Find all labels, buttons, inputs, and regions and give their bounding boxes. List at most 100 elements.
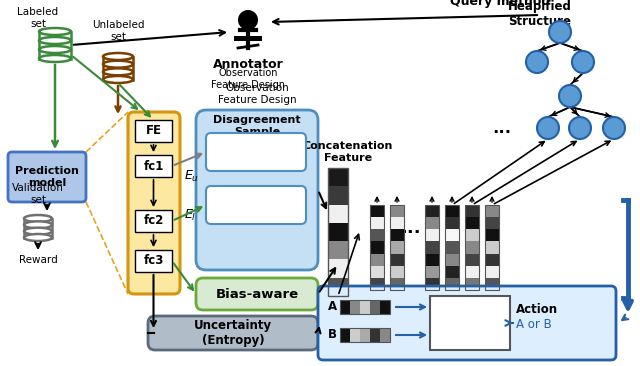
Text: Observation
Feature Design: Observation Feature Design bbox=[211, 68, 285, 90]
Ellipse shape bbox=[103, 61, 133, 68]
Bar bbox=[430, 296, 510, 350]
Circle shape bbox=[238, 10, 258, 30]
Text: Action: Action bbox=[516, 303, 558, 316]
Text: Reward: Reward bbox=[19, 255, 58, 265]
Text: ...: ... bbox=[400, 219, 420, 237]
Bar bbox=[465, 278, 479, 290]
Text: Concatenation
Feature: Concatenation Feature bbox=[303, 141, 393, 163]
Text: Uncertainty
(Entropy): Uncertainty (Entropy) bbox=[194, 319, 272, 347]
Bar bbox=[370, 266, 384, 278]
Bar bbox=[465, 266, 479, 278]
Bar bbox=[370, 205, 384, 290]
Bar bbox=[370, 328, 380, 342]
Bar bbox=[485, 242, 499, 254]
Ellipse shape bbox=[39, 55, 71, 62]
Bar bbox=[24, 219, 52, 238]
Text: fc2: fc2 bbox=[143, 214, 164, 228]
Bar bbox=[485, 205, 499, 290]
Bar bbox=[390, 205, 404, 290]
Text: Annotator: Annotator bbox=[212, 58, 284, 71]
Bar bbox=[425, 217, 439, 229]
Bar bbox=[234, 36, 262, 41]
Ellipse shape bbox=[39, 28, 71, 35]
Ellipse shape bbox=[39, 37, 71, 44]
Text: $E_u$: $E_u$ bbox=[184, 168, 199, 184]
Circle shape bbox=[537, 117, 559, 139]
FancyBboxPatch shape bbox=[196, 278, 318, 310]
Bar bbox=[39, 31, 71, 59]
Circle shape bbox=[572, 51, 594, 73]
Bar bbox=[350, 328, 360, 342]
Ellipse shape bbox=[24, 228, 52, 235]
Bar bbox=[350, 300, 360, 314]
FancyBboxPatch shape bbox=[148, 316, 318, 350]
Bar bbox=[465, 217, 479, 229]
Bar bbox=[340, 328, 390, 342]
Bar bbox=[425, 242, 439, 254]
Bar bbox=[425, 254, 439, 266]
Bar bbox=[380, 328, 390, 342]
Ellipse shape bbox=[24, 234, 52, 241]
Bar bbox=[485, 229, 499, 242]
Circle shape bbox=[603, 117, 625, 139]
Bar bbox=[425, 266, 439, 278]
Bar bbox=[340, 300, 350, 314]
Bar bbox=[340, 328, 350, 342]
Text: Diversity
(Distance): Diversity (Distance) bbox=[224, 194, 288, 216]
Bar bbox=[135, 155, 172, 177]
Bar bbox=[390, 266, 404, 278]
Bar bbox=[445, 205, 459, 217]
FancyBboxPatch shape bbox=[196, 110, 318, 270]
Bar bbox=[370, 254, 384, 266]
FancyBboxPatch shape bbox=[128, 112, 180, 294]
Bar bbox=[370, 278, 384, 290]
Bar bbox=[445, 278, 459, 290]
Text: Validation
set: Validation set bbox=[12, 183, 64, 205]
Bar bbox=[135, 210, 172, 232]
Text: fc3: fc3 bbox=[143, 254, 164, 268]
Bar bbox=[425, 205, 439, 290]
Bar bbox=[445, 254, 459, 266]
Text: Bias-aware: Bias-aware bbox=[216, 288, 299, 300]
Bar bbox=[465, 205, 479, 217]
Bar bbox=[340, 300, 390, 314]
Bar bbox=[390, 242, 404, 254]
Text: Unlabeled
set: Unlabeled set bbox=[92, 20, 144, 42]
Text: ...: ... bbox=[492, 119, 511, 137]
Ellipse shape bbox=[39, 46, 71, 53]
Text: Disagreement
Sample: Disagreement Sample bbox=[213, 115, 301, 137]
Ellipse shape bbox=[24, 215, 52, 222]
Ellipse shape bbox=[24, 221, 52, 228]
Ellipse shape bbox=[103, 53, 133, 60]
Bar bbox=[328, 278, 348, 296]
Bar bbox=[390, 205, 404, 217]
Bar bbox=[328, 241, 348, 259]
Bar bbox=[445, 266, 459, 278]
Text: A: A bbox=[328, 300, 337, 314]
Bar bbox=[485, 278, 499, 290]
Bar bbox=[328, 259, 348, 278]
Bar bbox=[380, 300, 390, 314]
FancyBboxPatch shape bbox=[206, 133, 306, 171]
Bar bbox=[370, 205, 384, 217]
Circle shape bbox=[549, 21, 571, 43]
Bar bbox=[485, 217, 499, 229]
Text: $E_l$: $E_l$ bbox=[184, 208, 196, 223]
Bar bbox=[360, 328, 370, 342]
Bar bbox=[328, 223, 348, 241]
FancyBboxPatch shape bbox=[8, 152, 86, 202]
Text: Labeled
set: Labeled set bbox=[17, 7, 59, 29]
Text: Policy: Policy bbox=[447, 316, 493, 330]
FancyBboxPatch shape bbox=[206, 186, 306, 224]
Bar bbox=[390, 254, 404, 266]
Text: B: B bbox=[328, 329, 337, 341]
Bar bbox=[370, 217, 384, 229]
Text: Query method: Query method bbox=[450, 0, 550, 8]
Bar bbox=[103, 56, 133, 79]
Ellipse shape bbox=[103, 76, 133, 83]
Bar bbox=[328, 186, 348, 205]
Circle shape bbox=[569, 117, 591, 139]
Bar bbox=[485, 205, 499, 217]
Bar bbox=[465, 254, 479, 266]
Bar bbox=[135, 120, 172, 142]
